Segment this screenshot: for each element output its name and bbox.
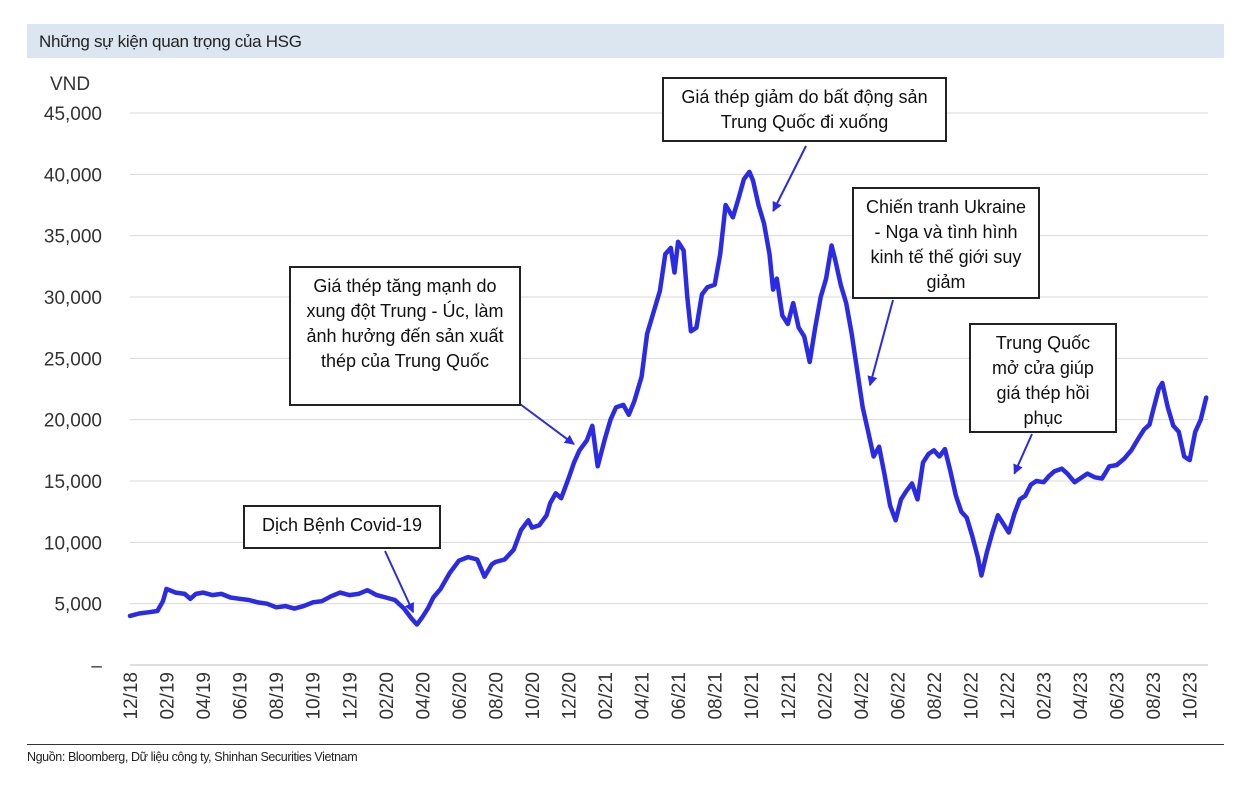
- x-tick-label: 12/18: [121, 672, 142, 720]
- y-tick-label: 25,000: [44, 349, 102, 370]
- x-tick-label: 12/20: [560, 672, 581, 720]
- y-tick-label: 30,000: [44, 288, 102, 309]
- y-tick-label: 40,000: [44, 165, 102, 186]
- x-tick-label: 10/19: [304, 672, 325, 720]
- x-tick-label: 02/21: [596, 672, 617, 720]
- annotation-arrow: [519, 403, 575, 446]
- x-tick-label: 12/21: [779, 672, 800, 720]
- footer-divider: [27, 744, 1224, 745]
- y-tick-label: 45,000: [44, 104, 102, 125]
- annotation-covid: Dịch Bệnh Covid-19: [243, 505, 441, 549]
- x-tick-label: 04/19: [194, 672, 215, 720]
- x-tick-label: 04/21: [633, 672, 654, 720]
- x-tick-label: 04/23: [1071, 672, 1092, 720]
- y-axis-unit: VND: [50, 74, 90, 95]
- y-tick-label: 15,000: [44, 472, 102, 493]
- annotation-china-reopening: Trung Quốc mở cửa giúp giá thép hồi phục: [969, 323, 1117, 433]
- annotation-ukraine-war: Chiến tranh Ukraine - Nga và tình hình k…: [852, 187, 1040, 299]
- x-tick-label: 12/19: [340, 672, 361, 720]
- y-tick-label: 5,000: [54, 595, 102, 616]
- chart-header: Những sự kiện quan trọng của HSG: [27, 24, 1224, 58]
- x-tick-label: 06/22: [888, 672, 909, 720]
- y-tick-label: –: [91, 656, 102, 677]
- annotation-arrow: [772, 145, 807, 213]
- x-tick-label: 10/22: [961, 672, 982, 720]
- x-tick-label: 10/21: [742, 672, 763, 720]
- annotation-arrow: [384, 550, 415, 614]
- x-tick-label: 06/21: [669, 672, 690, 720]
- x-tick-label: 08/22: [925, 672, 946, 720]
- x-tick-label: 10/23: [1181, 672, 1202, 720]
- x-tick-label: 06/20: [450, 672, 471, 720]
- x-tick-label: 08/23: [1144, 672, 1165, 720]
- annotation-china-australia: Giá thép tăng mạnh do xung đột Trung - Ú…: [289, 266, 521, 406]
- x-tick-label: 08/20: [486, 672, 507, 720]
- x-tick-label: 06/23: [1108, 672, 1129, 720]
- hsg-price-line: [127, 169, 1209, 627]
- x-tick-label: 02/22: [815, 672, 836, 720]
- annotation-arrow: [867, 299, 894, 387]
- y-tick-label: 10,000: [44, 533, 102, 554]
- annotation-china-real-estate: Giá thép giảm do bất động sản Trung Quốc…: [662, 77, 947, 142]
- x-tick-label: 02/23: [1035, 672, 1056, 720]
- x-tick-label: 04/22: [852, 672, 873, 720]
- x-tick-label: 02/20: [377, 672, 398, 720]
- x-tick-label: 06/19: [231, 672, 252, 720]
- x-tick-label: 10/20: [523, 672, 544, 720]
- x-tick-label: 04/20: [413, 672, 434, 720]
- x-tick-label: 08/21: [706, 672, 727, 720]
- x-tick-label: 12/22: [998, 672, 1019, 720]
- x-tick-label: 02/19: [158, 672, 179, 720]
- chart-title: Những sự kiện quan trọng của HSG: [39, 32, 302, 51]
- y-tick-label: 20,000: [44, 411, 102, 432]
- source-note: Nguồn: Bloomberg, Dữ liệu công ty, Shinh…: [27, 750, 358, 764]
- y-tick-label: 35,000: [44, 227, 102, 248]
- x-tick-label: 08/19: [267, 672, 288, 720]
- annotation-arrow: [1013, 433, 1033, 475]
